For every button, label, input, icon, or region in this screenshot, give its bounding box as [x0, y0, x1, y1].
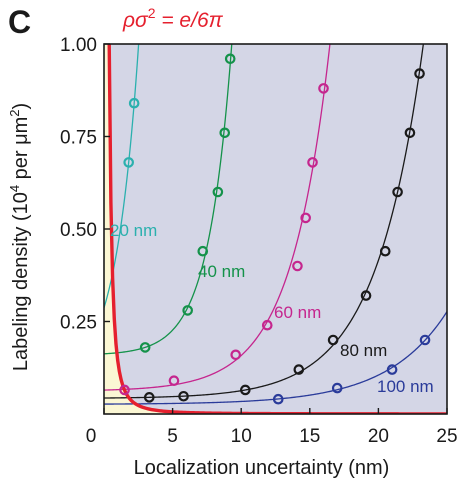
marker-60nm-1 [168, 375, 180, 386]
x-axis-ticks: 0 5 10 15 20 25 [86, 408, 458, 447]
panel-letter: c [8, 4, 31, 40]
marker-80nm-8 [404, 127, 416, 139]
marker-100nm-0 [272, 393, 284, 405]
series-labels: 20 nm 40 nm 60 nm 80 nm 100 nm [110, 221, 434, 396]
marker-60nm-6 [307, 157, 318, 168]
marker-40nm-5 [224, 53, 236, 65]
marker-20nm-0 [123, 157, 134, 168]
marker-100nm-3 [419, 334, 431, 346]
data-markers [119, 53, 431, 405]
x-tick-label: 10 [231, 426, 252, 447]
marker-60nm-7 [318, 83, 329, 94]
threshold-equation-sup: 2 [148, 5, 156, 21]
marker-100nm-2 [386, 364, 398, 375]
y-axis-title: Labeling density (104 per μm2) [7, 103, 32, 371]
threshold-equation-part1: ρσ [122, 9, 149, 32]
y-axis-title-sup1: 4 [7, 185, 22, 192]
x-tick-label: 0 [86, 426, 97, 447]
region-above-threshold [104, 44, 447, 414]
threshold-equation-part2: = e/6π [156, 9, 224, 32]
marker-80nm-7 [392, 186, 403, 198]
x-tick-label: 5 [167, 426, 178, 447]
marker-80nm-9 [414, 68, 425, 79]
fit-curve-20nm [104, 44, 140, 309]
y-tick-label: 1.00 [60, 35, 97, 56]
y-tick-label: 0.25 [60, 313, 97, 334]
y-tick-label: 0.75 [60, 128, 97, 149]
marker-80nm-2 [240, 384, 251, 396]
y-axis-title-part2: per μm [10, 117, 32, 185]
series-label-20nm: 20 nm [110, 221, 157, 240]
marker-60nm-2 [230, 349, 242, 361]
x-tick-label: 15 [299, 426, 320, 447]
marker-80nm-3 [293, 364, 305, 375]
marker-80nm-1 [178, 390, 189, 402]
y-tick-label: 0.50 [60, 220, 97, 241]
series-label-40nm: 40 nm [198, 262, 245, 281]
fit-curve-40nm [104, 44, 233, 355]
x-axis-title: Localization uncertainty (nm) [134, 457, 390, 479]
series-label-60nm: 60 nm [274, 303, 321, 322]
y-axis-title-sup2: 2 [7, 109, 22, 116]
marker-40nm-0 [139, 342, 151, 353]
fit-curve-80nm [104, 44, 425, 399]
fit-curve-100nm [104, 311, 447, 405]
x-tick-label: 25 [436, 426, 457, 447]
marker-60nm-3 [261, 319, 273, 331]
series-label-100nm: 100 nm [377, 377, 434, 396]
marker-40nm-1 [182, 305, 193, 316]
marker-100nm-1 [331, 382, 343, 394]
plot-area [104, 44, 447, 414]
marker-60nm-0 [119, 384, 130, 396]
marker-20nm-1 [128, 97, 140, 109]
y-axis-title-part3: ) [10, 103, 32, 110]
marker-60nm-4 [292, 260, 303, 272]
fit-curve-60nm [104, 44, 331, 391]
marker-60nm-5 [300, 212, 311, 224]
series-label-80nm: 80 nm [340, 341, 387, 360]
marker-40nm-2 [197, 245, 209, 257]
marker-40nm-4 [219, 127, 231, 139]
threshold-equation-label: ρσ2 = e/6π [122, 5, 224, 32]
y-axis-title-part1: Labeling density (10 [10, 192, 32, 371]
marker-80nm-4 [327, 334, 339, 346]
y-axis-ticks: 0.25 0.50 0.75 1.00 [60, 35, 110, 334]
fit-curves [104, 44, 447, 405]
x-tick-label: 20 [368, 426, 389, 447]
marker-80nm-5 [360, 290, 372, 301]
marker-40nm-3 [212, 186, 224, 198]
marker-80nm-0 [143, 392, 155, 403]
marker-80nm-6 [379, 245, 391, 257]
